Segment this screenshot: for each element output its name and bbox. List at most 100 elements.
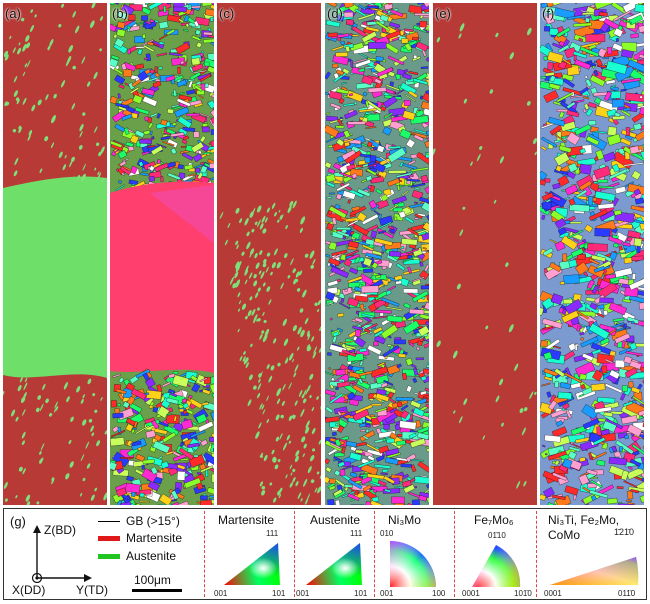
grain	[331, 249, 348, 257]
grain	[325, 124, 339, 138]
grain	[193, 131, 200, 138]
grain	[580, 383, 586, 390]
grain	[335, 423, 339, 427]
grain	[204, 83, 209, 88]
grain	[325, 476, 331, 484]
grain	[413, 368, 419, 376]
grain	[348, 93, 353, 97]
grain	[150, 145, 164, 156]
austenite-particle	[39, 458, 43, 464]
key-grain-boundary: GB (>15°)	[98, 514, 180, 528]
grain	[409, 308, 425, 315]
grain	[633, 237, 643, 247]
austenite-particle	[286, 434, 290, 441]
austenite-particle	[250, 248, 255, 255]
grain	[628, 277, 644, 291]
austenite-particle	[232, 283, 237, 289]
austenite-particle	[470, 161, 473, 166]
grain	[588, 120, 597, 126]
grain	[178, 447, 194, 460]
grain	[344, 288, 348, 292]
austenite-particle	[456, 283, 461, 290]
grain	[333, 488, 343, 497]
grain	[190, 374, 198, 382]
austenite-particle	[257, 392, 261, 399]
grain	[620, 470, 629, 481]
grain	[362, 484, 372, 492]
grain	[593, 265, 605, 273]
grain	[340, 86, 348, 92]
austenite-particle	[90, 425, 94, 432]
grain	[110, 437, 125, 447]
grain	[124, 127, 130, 135]
grain	[603, 411, 613, 417]
austenite-particle	[307, 466, 312, 474]
grain	[569, 203, 590, 213]
austenite-particle	[292, 468, 296, 473]
grain	[135, 453, 146, 462]
grain	[337, 425, 345, 433]
austenite-particle	[254, 221, 258, 226]
austenite-particle	[266, 207, 271, 213]
grain	[141, 468, 158, 483]
austenite-particle	[463, 398, 468, 406]
grain	[386, 3, 393, 5]
austenite-particle	[479, 146, 483, 150]
ipf-austenite-title: Austenite	[310, 513, 361, 527]
austenite-particle	[317, 309, 320, 312]
austenite-particle	[275, 414, 280, 421]
grain	[152, 440, 171, 454]
grain	[372, 326, 383, 334]
grain	[579, 331, 585, 336]
austenite-particle	[281, 400, 285, 406]
grain	[348, 371, 362, 379]
grain	[116, 21, 126, 29]
grain	[197, 421, 214, 433]
grain	[424, 483, 429, 494]
grain	[585, 78, 593, 88]
grain	[622, 298, 632, 303]
grain	[599, 297, 614, 304]
grain	[172, 374, 190, 388]
grain	[367, 86, 387, 93]
grain	[387, 178, 401, 187]
grain	[178, 408, 184, 413]
austenite-particle	[295, 450, 300, 457]
grain	[166, 138, 179, 149]
grain	[342, 190, 356, 200]
ipf-fe7mo6-left: 0001	[462, 589, 480, 598]
grain	[197, 172, 204, 180]
austenite-particle	[278, 209, 281, 213]
austenite-particle	[459, 229, 464, 237]
austenite-particle	[458, 416, 463, 424]
grain	[621, 49, 634, 59]
grain	[359, 3, 375, 6]
grain	[391, 496, 405, 504]
divider-5	[536, 511, 537, 597]
axis-z-label: Z(BD)	[44, 523, 76, 537]
grain	[422, 221, 429, 234]
grain	[338, 302, 351, 310]
grain	[559, 382, 571, 390]
grain	[581, 404, 599, 420]
grain	[424, 181, 429, 195]
grain	[343, 129, 351, 139]
grain	[332, 331, 340, 337]
grain	[191, 5, 201, 9]
grain	[426, 212, 429, 222]
grain	[358, 370, 373, 377]
austenite-particle	[279, 433, 283, 440]
grain	[624, 367, 638, 379]
grain	[417, 3, 428, 5]
grain	[373, 330, 384, 338]
austenite-particle	[42, 383, 46, 391]
grain	[598, 185, 614, 189]
grain	[577, 254, 586, 260]
grain	[166, 413, 172, 416]
grain	[631, 170, 642, 181]
grain	[390, 228, 395, 233]
panel-d-label: (d)	[327, 6, 343, 21]
grain	[134, 35, 145, 44]
grain	[382, 468, 389, 473]
grain	[194, 84, 203, 92]
